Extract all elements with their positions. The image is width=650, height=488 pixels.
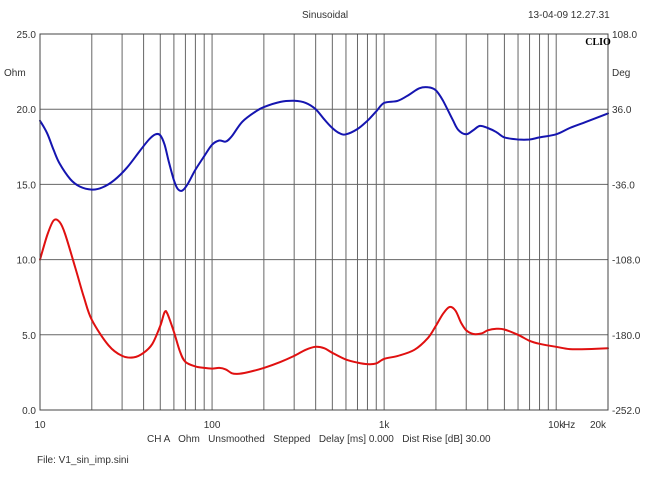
dist-rise-label: Dist Rise [dB] [402, 434, 463, 445]
x-tick-label-4: 20k [590, 420, 607, 431]
x-axis-unit: Hz [563, 420, 575, 431]
y-right-tick-label-2: -108.0 [612, 256, 641, 267]
left-axis-unit: Ohm [4, 68, 26, 79]
file-name: File: V1_sin_imp.sini [37, 455, 129, 466]
y-left-tick-label-3: 15.0 [17, 180, 37, 191]
measurement-settings: CH A Ohm Unsmoothed Stepped Delay [ms] 0… [147, 434, 491, 445]
x-tick-label-3: 10k [548, 420, 565, 431]
phase-curve [39, 86, 609, 192]
dist-rise-value: 30.00 [465, 434, 491, 445]
plot-area-frame [39, 33, 609, 411]
chart-grid [40, 34, 608, 410]
chart-title: Sinusoidal [302, 10, 349, 21]
y-right-tick-label-5: 108.0 [612, 30, 637, 41]
units-label: Ohm [178, 434, 200, 445]
impedance-curve [39, 218, 609, 375]
x-tick-label-1: 100 [204, 420, 221, 431]
y-left-tick-label-4: 20.0 [17, 105, 37, 116]
axis-ticks: 0.0 5.0 10.0 15.0 20.0 25.0 -252.0 -180.0 -108.0… [17, 30, 641, 431]
delay-label: Delay [ms] [318, 434, 367, 445]
smoothing-label: Unsmoothed [208, 434, 265, 445]
x-tick-label-0: 10 [34, 420, 46, 431]
y-left-tick-label-0: 0.0 [22, 406, 36, 417]
mode-label: Stepped [273, 434, 311, 445]
y-left-tick-label-2: 10.0 [17, 256, 37, 267]
y-right-tick-label-4: 36.0 [612, 105, 632, 116]
x-tick-label-2: 1k [379, 420, 391, 431]
y-left-tick-label-1: 5.0 [22, 331, 36, 342]
chart-series [39, 86, 609, 375]
y-left-tick-label-5: 25.0 [17, 30, 37, 41]
y-right-tick-label-0: -252.0 [612, 406, 641, 417]
y-right-tick-label-1: -180.0 [612, 331, 641, 342]
clio-logo: CLIO [585, 37, 611, 48]
y-right-tick-label-3: -36.0 [612, 180, 635, 191]
right-axis-unit: Deg [612, 68, 630, 79]
plot-area-background [40, 34, 608, 410]
measurement-datetime: 13-04-09 12.27.31 [528, 10, 610, 21]
delay-value: 0.000 [368, 434, 394, 445]
channel-label: CH A [147, 434, 170, 445]
